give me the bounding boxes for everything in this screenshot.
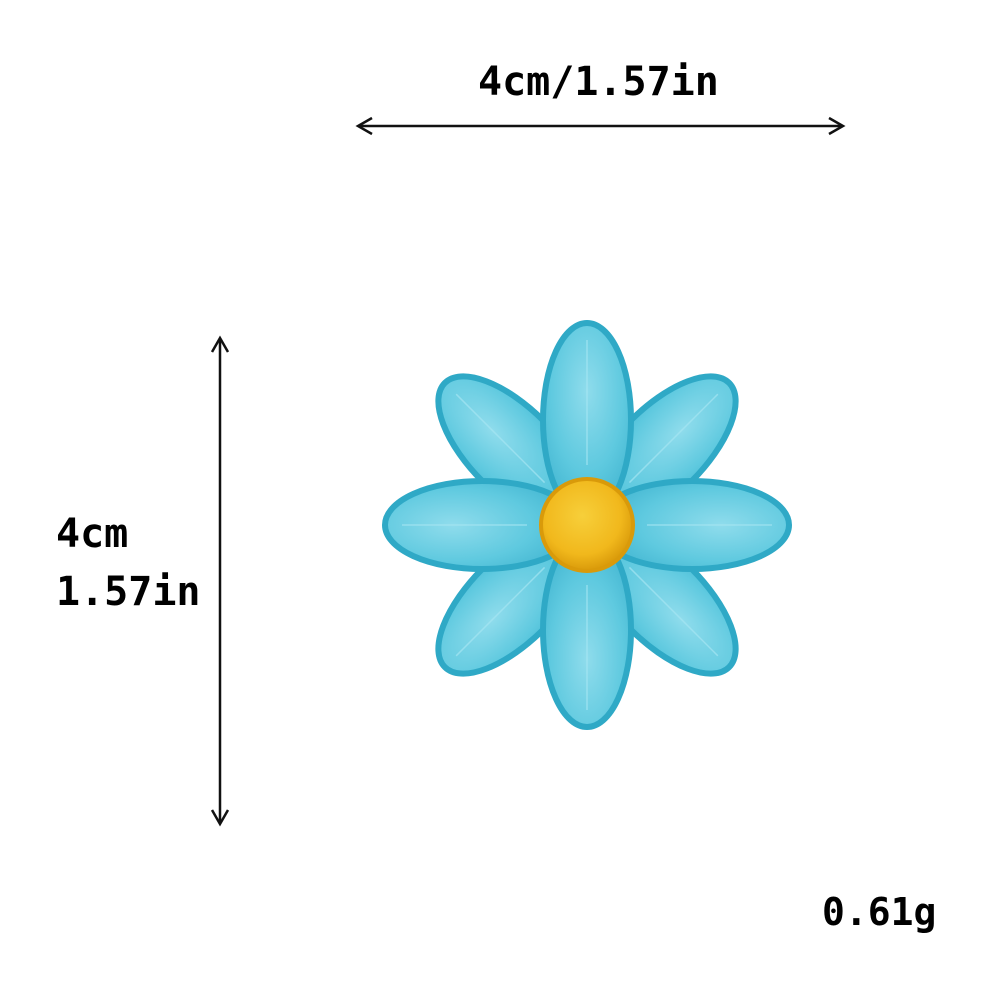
height-dimension-label-in: 1.57in [56,569,201,615]
width-dimension-label: 4cm/1.57in [478,59,719,105]
flower-center [539,477,635,573]
weight-label: 0.61g [822,890,937,934]
height-dimension-label-cm: 4cm [56,511,129,557]
